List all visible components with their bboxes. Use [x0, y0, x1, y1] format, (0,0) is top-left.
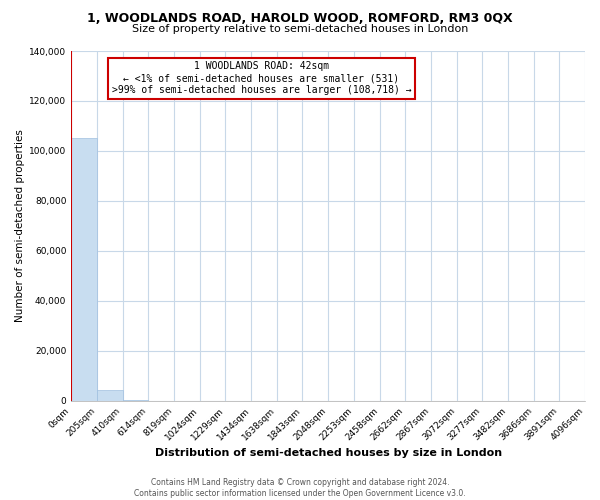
Y-axis label: Number of semi-detached properties: Number of semi-detached properties — [15, 130, 25, 322]
Text: 1 WOODLANDS ROAD: 42sqm
← <1% of semi-detached houses are smaller (531)
>99% of : 1 WOODLANDS ROAD: 42sqm ← <1% of semi-de… — [112, 62, 411, 94]
Text: 1, WOODLANDS ROAD, HAROLD WOOD, ROMFORD, RM3 0QX: 1, WOODLANDS ROAD, HAROLD WOOD, ROMFORD,… — [87, 12, 513, 26]
Text: Contains HM Land Registry data © Crown copyright and database right 2024.
Contai: Contains HM Land Registry data © Crown c… — [134, 478, 466, 498]
X-axis label: Distribution of semi-detached houses by size in London: Distribution of semi-detached houses by … — [155, 448, 502, 458]
Bar — [122, 400, 148, 401]
Bar — [71, 138, 97, 401]
Bar — [97, 390, 122, 401]
Text: Size of property relative to semi-detached houses in London: Size of property relative to semi-detach… — [132, 24, 468, 34]
